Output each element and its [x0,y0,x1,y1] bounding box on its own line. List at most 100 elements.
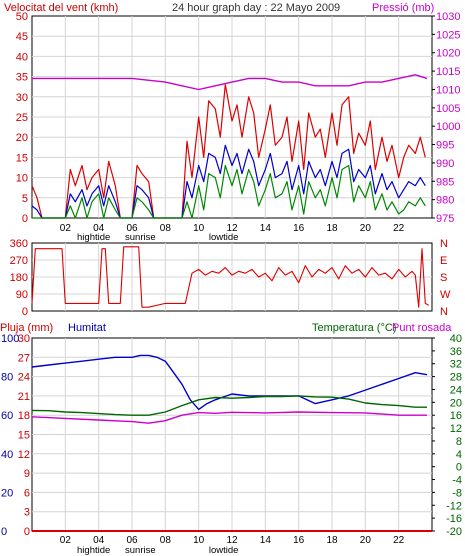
compass-label: S [440,272,447,284]
temperature-tick-label: 28 [450,372,462,384]
temperature-tick-label: 32 [450,359,462,371]
climate-x-tick-label: 18 [326,535,338,546]
temperature-tick-label: 12 [450,423,462,435]
rain-tick-label: 21 [18,391,30,403]
wind-x-tick-label: 06 [126,223,138,234]
rain-tick-label: 24 [18,372,30,384]
wind-tick-label: 25 [16,112,28,124]
compass-label: N [440,306,448,318]
rain-tick-label: 12 [18,449,30,461]
humidity-tick-label: 60 [1,410,13,422]
temperature-tick-label: 36 [450,346,462,358]
wind-tick-label: 35 [16,72,28,84]
pressure-tick-label: 980 [436,195,454,207]
tide-label: hightide [77,232,110,243]
direction-tick-label: 270 [10,255,28,267]
rain-axis-label: Pluja (mm) [0,322,53,334]
wind-x-tick-label: 18 [326,223,338,234]
temperature-tick-label: -4 [452,475,462,487]
wind-x-tick-label: 14 [260,223,272,234]
temperature-tick-label: 4 [456,449,462,461]
rain-tick-label: 30 [18,333,30,345]
temperature-axis-label: Temperatura (°C) [312,322,396,334]
series-lines [31,74,432,532]
wind-x-tick-label: 08 [160,223,172,234]
wind-x-tick-label: 02 [60,223,72,234]
pressure-tick-label: 985 [436,176,454,188]
temperature-tick-label: 0 [456,462,462,474]
wind-tick-label: 15 [16,152,28,164]
temperature-tick-label: -8 [452,487,462,499]
temperature-tick-label: 8 [456,436,462,448]
tide-label: sunrise [125,232,156,243]
series-temperature [31,395,427,416]
rain-tick-label: 3 [24,507,30,519]
direction-tick-label: 360 [10,238,28,250]
temperature-tick-label: -20 [446,526,462,538]
climate-x-tick-label: 14 [260,535,272,546]
pressure-tick-label: 1025 [436,29,460,41]
climate-x-tick-label: 08 [160,535,172,546]
climate-x-tick-label: 04 [93,535,105,546]
series-humidity [31,354,428,411]
rain-tick-label: 0 [24,526,30,538]
climate-x-tick-label: 12 [226,535,238,546]
climate-x-tick-label: 16 [293,535,305,546]
temperature-tick-label: -16 [446,513,462,525]
wind-tick-label: 45 [16,31,28,43]
pressure-tick-label: 995 [436,140,454,152]
tide-label: hightide [77,545,110,556]
climate-x-tick-label: 02 [60,535,72,546]
rain-tick-label: 27 [18,352,30,364]
wind-tick-label: 50 [16,11,28,23]
pressure-axis-label: Pressió (mb) [372,2,434,14]
temperature-tick-label: -12 [446,500,462,512]
direction-tick-label: 0 [22,306,28,318]
wind-tick-label: 30 [16,92,28,104]
wind-axis-label: Velocitat del vent (kmh) [4,2,118,14]
climate-x-tick-label: 20 [360,535,372,546]
dewpoint-axis-label: Punt rosada [392,322,452,334]
humidity-tick-label: 0 [1,526,7,538]
pressure-tick-label: 1020 [436,48,460,60]
humidity-tick-label: 80 [1,372,13,384]
rain-tick-label: 15 [18,430,30,442]
pressure-tick-label: 1005 [436,103,460,115]
compass-label: W [440,289,451,301]
series-gust [31,84,426,219]
pressure-tick-label: 1015 [436,66,460,78]
temperature-tick-label: 24 [450,384,462,396]
tide-label: lowtide [209,545,239,556]
tide-labels: hightide sunrise lowtide hightide sunrise low… [77,232,238,556]
pressure-tick-label: 1030 [436,11,460,23]
wind-x-tick-label: 16 [293,223,305,234]
climate-x-tick-label: 22 [393,535,405,546]
series-dewpoint [31,411,427,424]
humidity-tick-label: 100 [1,333,19,345]
wind-x-tick-label: 10 [193,223,205,234]
grid-lines [32,15,435,532]
temperature-tick-label: 40 [450,333,462,345]
temperature-tick-label: 16 [450,410,462,422]
climate-x-tick-label: 10 [193,535,205,546]
direction-tick-label: 90 [16,289,28,301]
humidity-tick-label: 20 [1,487,13,499]
compass-label: E [440,255,447,267]
tick-labels: 0510152025303540455097598098599099510001… [1,11,462,546]
series-pressure [32,74,428,91]
chart-title: 24 hour graph day : 22 Mayo 2009 [172,2,340,14]
compass-label: N [440,238,448,250]
humidity-tick-label: 40 [1,449,13,461]
wind-tick-label: 5 [22,193,28,205]
pressure-tick-label: 1010 [436,84,460,96]
wind-x-tick-label: 04 [93,223,105,234]
tide-label: sunrise [125,545,156,556]
series-min [32,164,426,219]
wind-x-tick-label: 12 [226,223,238,234]
tide-label: lowtide [209,232,239,243]
pressure-tick-label: 975 [436,213,454,225]
direction-tick-label: 180 [10,272,28,284]
series-average [31,144,426,219]
